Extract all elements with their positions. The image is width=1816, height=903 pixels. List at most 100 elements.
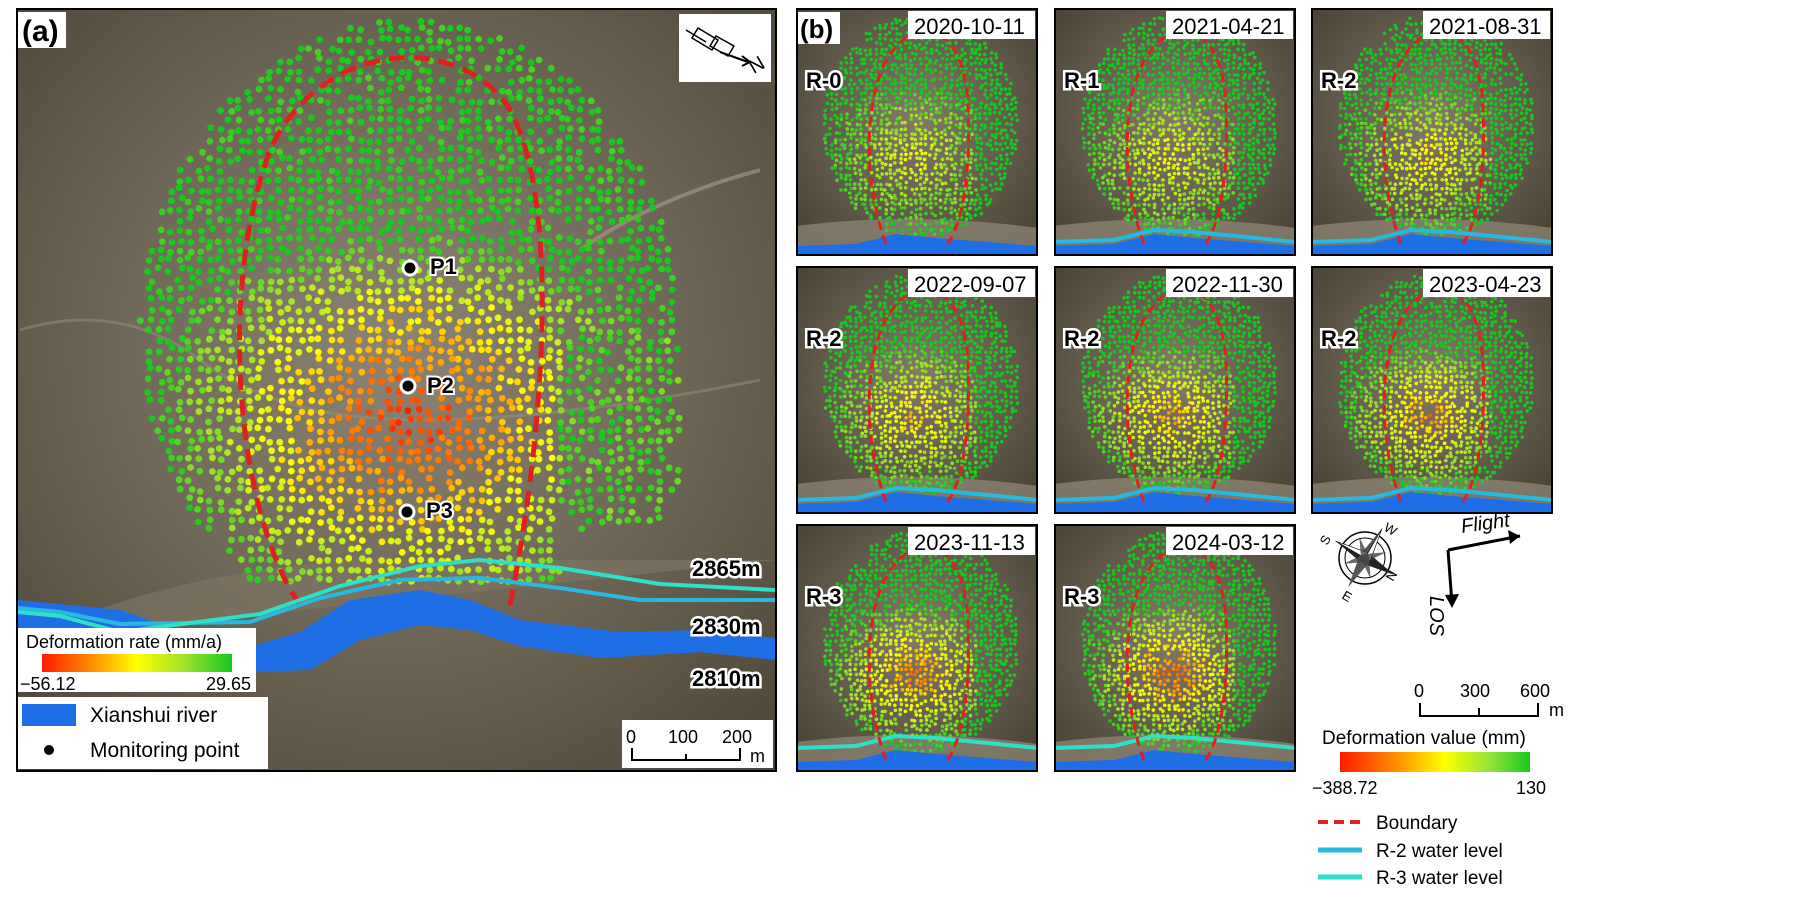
tile-deformation-dot	[989, 51, 994, 55]
tile-deformation-dot	[1177, 188, 1181, 192]
deformation-dot	[267, 278, 275, 286]
deformation-dot	[205, 188, 212, 195]
deformation-dot	[425, 535, 433, 543]
deformation-dot	[575, 148, 583, 156]
tile-deformation-dot	[1003, 115, 1007, 120]
tile-deformation-dot	[1262, 71, 1266, 75]
tile-deformation-dot	[1141, 36, 1146, 40]
tile-deformation-dot	[960, 53, 964, 58]
tile-deformation-dot	[1106, 51, 1111, 56]
deformation-dot	[205, 244, 213, 252]
tile-deformation-dot	[939, 135, 944, 140]
tile-deformation-dot	[1494, 46, 1499, 50]
tile-deformation-dot	[1374, 72, 1378, 76]
deformation-dot	[417, 106, 425, 114]
tile-deformation-dot	[1176, 116, 1181, 120]
deformation-dot	[337, 566, 345, 573]
tile-deformation-dot	[950, 66, 955, 71]
deformation-dot	[589, 325, 596, 333]
tile-deformation-dot	[999, 87, 1004, 91]
tile-deformation-dot	[904, 180, 909, 185]
deformation-dot	[495, 144, 502, 152]
tile-deformation-dot	[1163, 147, 1168, 151]
tile-deformation-dot	[945, 156, 950, 161]
tile-deformation-dot	[995, 72, 999, 76]
deformation-dot	[155, 348, 163, 356]
tile-deformation-dot	[890, 200, 895, 205]
deformation-dot	[497, 406, 505, 413]
tile-deformation-dot	[893, 148, 898, 153]
deformation-dot	[546, 168, 554, 176]
deformation-dot	[348, 517, 356, 525]
tile-deformation-dot	[893, 202, 898, 207]
tile-deformation-dot	[1420, 21, 1424, 25]
deformation-dot	[435, 44, 443, 52]
deformation-dot	[595, 357, 603, 365]
tile-deformation-dot	[1146, 147, 1151, 151]
tile-deformation-dot	[843, 188, 848, 192]
tile-deformation-dot	[1252, 121, 1256, 125]
tile-deformation-dot	[888, 163, 893, 167]
deformation-dot	[585, 238, 593, 246]
deformation-dot	[334, 527, 342, 535]
tile-deformation-dot	[1151, 101, 1156, 105]
tile-deformation-dot	[1143, 210, 1148, 215]
deformation-dot	[316, 137, 323, 145]
deformation-dot	[246, 405, 254, 412]
tile-deformation-dot	[1181, 148, 1185, 152]
tile-deformation-dot	[869, 72, 873, 77]
tile-deformation-dot	[1182, 72, 1186, 76]
deformation-dot	[236, 247, 244, 254]
deformation-dot	[315, 324, 323, 332]
tile-deformation-dot	[955, 78, 960, 82]
deformation-dot	[438, 404, 446, 411]
tile-deformation-dot	[984, 117, 989, 121]
deformation-dot	[546, 537, 554, 544]
deformation-dot	[454, 504, 461, 512]
deformation-dot	[356, 68, 364, 76]
tile-deformation-dot	[1267, 151, 1271, 155]
tile-deformation-dot	[1408, 55, 1413, 60]
tile-deformation-dot	[1488, 52, 1493, 57]
deformation-dot	[647, 467, 655, 475]
tile-deformation-dot	[959, 82, 964, 86]
tile-deformation-dot	[1453, 46, 1457, 51]
deformation-dot	[609, 457, 616, 465]
deformation-dot	[666, 368, 673, 376]
tile-deformation-dot	[1473, 77, 1478, 82]
tile-deformation-dot	[858, 51, 863, 56]
deformation-dot	[206, 304, 214, 312]
deformation-dot	[408, 225, 416, 233]
deformation-dot	[324, 145, 332, 153]
tile-deformation-dot	[1161, 106, 1165, 110]
tile-deformation-dot	[1176, 58, 1180, 63]
deformation-dot	[427, 315, 435, 322]
deformation-dot	[465, 438, 473, 446]
tile-stage-label: R-1	[1064, 68, 1099, 93]
tile-deformation-dot	[1103, 117, 1108, 122]
deformation-dot	[214, 428, 222, 436]
deformation-dot	[214, 316, 222, 323]
deformation-dot	[566, 388, 573, 396]
deformation-dot	[158, 208, 166, 216]
tile-deformation-dot	[980, 168, 985, 173]
tile-deformation-dot	[1000, 128, 1004, 133]
tile-deformation-dot	[905, 143, 909, 147]
tile-deformation-dot	[1172, 207, 1177, 211]
tile-deformation-dot	[1247, 122, 1252, 127]
deformation-dot	[504, 545, 512, 552]
deformation-dot	[558, 497, 565, 504]
deformation-dot	[288, 437, 295, 445]
deformation-dot	[536, 518, 544, 525]
tile-deformation-dot	[1248, 66, 1252, 71]
tile-deformation-dot	[1131, 61, 1135, 65]
deformation-dot	[655, 347, 663, 355]
tile-deformation-dot	[893, 161, 897, 165]
tile-deformation-dot	[1197, 165, 1202, 170]
deformation-dot	[208, 327, 216, 334]
tile-deformation-dot	[1463, 73, 1467, 77]
deformation-dot	[206, 376, 214, 384]
deformation-dot	[627, 387, 634, 395]
tile-deformation-dot	[988, 107, 992, 112]
tile-deformation-dot	[858, 191, 862, 195]
